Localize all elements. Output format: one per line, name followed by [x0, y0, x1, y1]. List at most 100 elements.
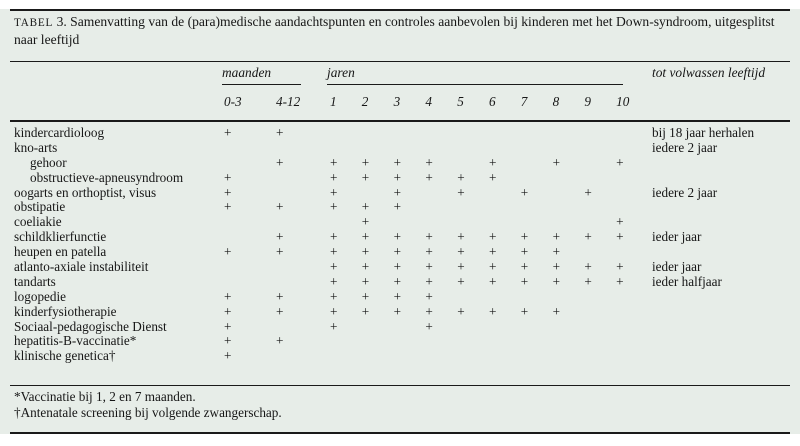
mark-cell	[612, 334, 644, 349]
mark-cell: +	[425, 288, 433, 304]
mark-cell	[453, 141, 485, 156]
top-rule	[10, 9, 790, 11]
mark-cell	[421, 349, 453, 364]
mark-cell: +	[552, 154, 561, 170]
mark-cell	[580, 320, 612, 335]
table-row: tandarts + + + + + + + + + + ieder halfj…	[10, 273, 790, 290]
mark-cell: +	[361, 199, 370, 215]
mark-cell: +	[616, 214, 624, 230]
mark-cell	[222, 260, 274, 275]
row-label: Sociaal-pedagogische Dienst	[14, 318, 167, 334]
mark-cell: +	[224, 169, 232, 185]
mark-cell: +	[393, 199, 402, 215]
row-note	[644, 334, 790, 349]
mark-cell: +	[520, 273, 529, 289]
mark-cell	[517, 171, 549, 186]
row-note	[644, 320, 790, 335]
row-label: obstructieve-apneusyndroom	[30, 169, 184, 185]
mark-cell	[421, 141, 453, 156]
mark-cell: +	[393, 169, 402, 185]
table-caption: TABEL 3. Samenvatting van de (para)medis…	[14, 14, 782, 47]
years-underline	[327, 84, 623, 85]
column-group-years: jaren	[327, 65, 355, 80]
mark-cell: +	[393, 259, 402, 275]
mark-cell	[549, 334, 581, 349]
mark-cell: +	[552, 259, 561, 275]
mark-cell: +	[616, 259, 624, 275]
mark-cell: +	[224, 333, 232, 349]
mark-cell: +	[276, 199, 284, 215]
row-label: schildklierfunctie	[14, 229, 107, 245]
mark-cell: +	[457, 169, 465, 185]
table-row: kno-arts iedere 2 jaar	[10, 140, 790, 156]
mark-cell: +	[361, 288, 370, 304]
mark-cell	[549, 186, 581, 201]
mark-cell: +	[488, 303, 497, 319]
row-note: ieder jaar	[651, 259, 702, 275]
mark-cell: +	[425, 259, 433, 275]
mark-cell	[612, 171, 644, 186]
row-label: gehoor	[30, 154, 67, 170]
mark-cell: +	[330, 244, 338, 260]
mark-cell	[612, 186, 644, 201]
row-label: oogarts en orthoptist, visus	[14, 184, 157, 200]
mark-cell	[612, 245, 644, 260]
mark-cell: +	[425, 244, 433, 260]
column-header: 4	[425, 94, 432, 109]
mark-cell: +	[488, 244, 497, 260]
table-row: klinische genetica† +	[10, 348, 790, 364]
mark-cell	[612, 141, 644, 156]
row-label: kinderfysiotherapie	[14, 303, 117, 319]
mark-cell	[274, 349, 326, 364]
mark-cell: +	[520, 229, 529, 245]
row-label: kindercardioloog	[14, 125, 105, 140]
mark-cell: +	[584, 184, 592, 200]
mark-cell	[549, 349, 581, 364]
mark-cell	[421, 215, 453, 230]
header-body-rule	[10, 120, 790, 122]
mark-cell	[274, 141, 326, 156]
mark-cell	[390, 215, 422, 230]
mark-cell	[274, 171, 326, 186]
mark-cell: +	[616, 229, 624, 245]
column-header: 9	[584, 94, 591, 109]
mark-cell: +	[330, 169, 338, 185]
mark-cell: +	[552, 229, 561, 245]
mark-cell	[612, 349, 644, 364]
mark-cell	[549, 126, 581, 141]
mark-cell	[222, 275, 274, 290]
mark-cell	[274, 215, 326, 230]
mark-cell	[390, 320, 422, 335]
mark-cell: +	[276, 288, 284, 304]
mark-cell: +	[425, 169, 433, 185]
mark-cell	[485, 186, 517, 201]
mark-cell	[274, 260, 326, 275]
column-header: 10	[616, 94, 630, 109]
mark-cell: +	[520, 244, 529, 260]
mark-cell: +	[520, 259, 529, 275]
mark-cell	[549, 290, 581, 305]
column-header-spacer	[10, 94, 222, 110]
mark-cell: +	[488, 154, 497, 170]
mark-cell	[580, 245, 612, 260]
column-header: 2	[361, 94, 369, 109]
mark-cell	[517, 320, 549, 335]
mark-cell	[485, 200, 517, 215]
mark-cell: +	[276, 229, 284, 245]
mark-cell	[358, 320, 390, 335]
mark-cell: +	[330, 184, 338, 200]
table-row: kindercardioloog + + bij 18 jaar herhale…	[10, 125, 790, 141]
mark-cell	[421, 334, 453, 349]
mark-cell	[549, 141, 581, 156]
mark-cell	[580, 349, 612, 364]
mark-cell: +	[276, 154, 284, 170]
mark-cell	[274, 275, 326, 290]
mark-cell: +	[276, 244, 284, 260]
mark-cell: +	[488, 273, 497, 289]
mark-cell	[453, 215, 485, 230]
mark-cell	[358, 334, 390, 349]
mark-cell: +	[552, 303, 561, 319]
mark-cell: +	[616, 154, 624, 170]
column-header-spacer	[644, 94, 790, 110]
mark-cell: +	[584, 273, 592, 289]
